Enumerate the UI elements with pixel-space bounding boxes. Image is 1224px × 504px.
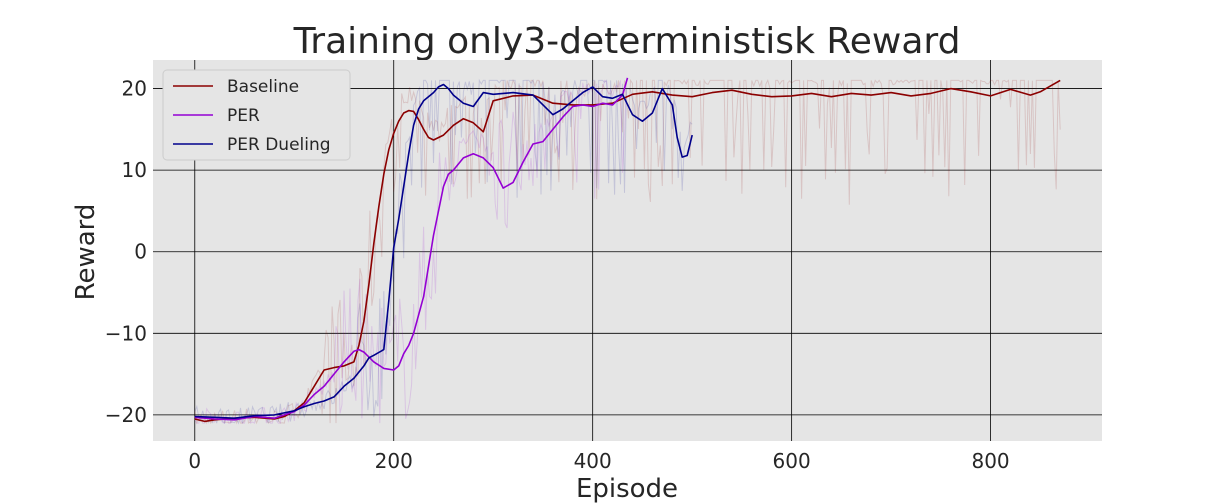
- series-lines: [194, 77, 1061, 423]
- y-axis-ticks: −20 −10 0 10 20: [105, 77, 147, 427]
- x-tick-label: 400: [574, 449, 612, 473]
- legend-label: PER Dueling: [227, 135, 331, 155]
- legend-label: Baseline: [227, 77, 299, 97]
- legend: Baseline PER PER Dueling: [162, 69, 351, 161]
- raw-trace-0: [194, 78, 1061, 425]
- x-tick-label: 0: [188, 449, 201, 473]
- raw-trace-1: [194, 79, 627, 424]
- series-line-2: [194, 83, 693, 420]
- y-tick-label: 10: [122, 158, 147, 182]
- x-tick-label: 800: [971, 449, 1009, 473]
- x-axis-label: Episode: [576, 474, 678, 504]
- chart-title: Training only3-deterministisk Reward: [293, 21, 961, 62]
- y-axis-label: Reward: [71, 204, 101, 301]
- legend-box: [162, 69, 351, 161]
- series-line-1: [194, 77, 629, 421]
- x-tick-label: 600: [773, 449, 811, 473]
- legend-label: PER: [227, 106, 260, 126]
- y-tick-label: −20: [105, 403, 147, 427]
- x-tick-label: 200: [375, 449, 413, 473]
- y-tick-label: 0: [134, 240, 147, 264]
- y-tick-label: 20: [122, 77, 147, 101]
- y-tick-label: −10: [105, 321, 147, 345]
- x-axis-ticks: 0 200 400 600 800: [188, 449, 1009, 473]
- series-line-0: [194, 79, 1061, 423]
